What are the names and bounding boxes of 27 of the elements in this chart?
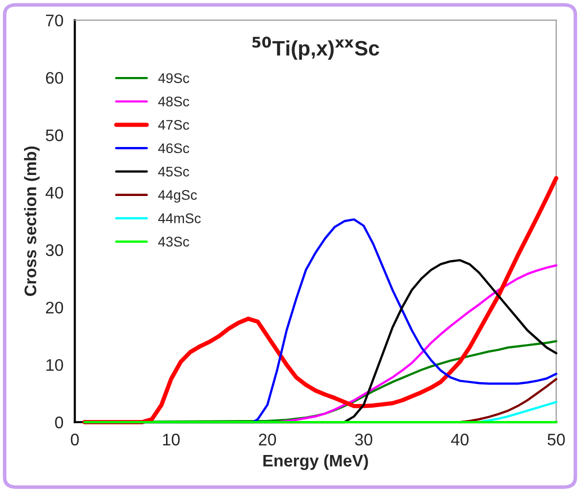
- y-tick-label: 40: [46, 186, 64, 199]
- legend-label: 43Sc: [158, 236, 190, 247]
- x-tick-label: 50: [548, 434, 565, 446]
- legend-label: 44gSc: [158, 190, 197, 203]
- x-tick-label: 10: [163, 434, 180, 446]
- y-axis-title: Cross section (mb): [24, 146, 40, 296]
- y-tick-label: 20: [46, 302, 64, 314]
- x-tick-label: 20: [258, 434, 276, 446]
- legend-label: 48Sc: [158, 96, 190, 106]
- y-tick-label: 30: [46, 244, 64, 256]
- line-series: [82, 176, 558, 424]
- legend-label: 45Sc: [158, 166, 190, 177]
- legend-label: 49Sc: [158, 73, 190, 84]
- legend-label: 47Sc: [158, 120, 190, 130]
- x-tick-label: 30: [355, 434, 372, 446]
- x-tick-label: 40: [451, 434, 469, 446]
- x-tick-label: 0: [70, 434, 79, 446]
- y-tick-label: 60: [46, 72, 64, 84]
- legend-label: 44mSc: [158, 213, 201, 224]
- x-axis-title: Energy (MeV): [263, 454, 368, 470]
- y-tick-label: 10: [46, 359, 64, 371]
- y-tick-label: 50: [46, 129, 64, 142]
- y-tick-label: 0: [55, 416, 64, 428]
- text: $^{50}$Ti(p,x)$^{xx}$Sc: [252, 36, 380, 60]
- legend-label: 46Sc: [158, 143, 190, 154]
- line-series: [478, 400, 558, 424]
- y-tick-label: 70: [46, 14, 64, 26]
